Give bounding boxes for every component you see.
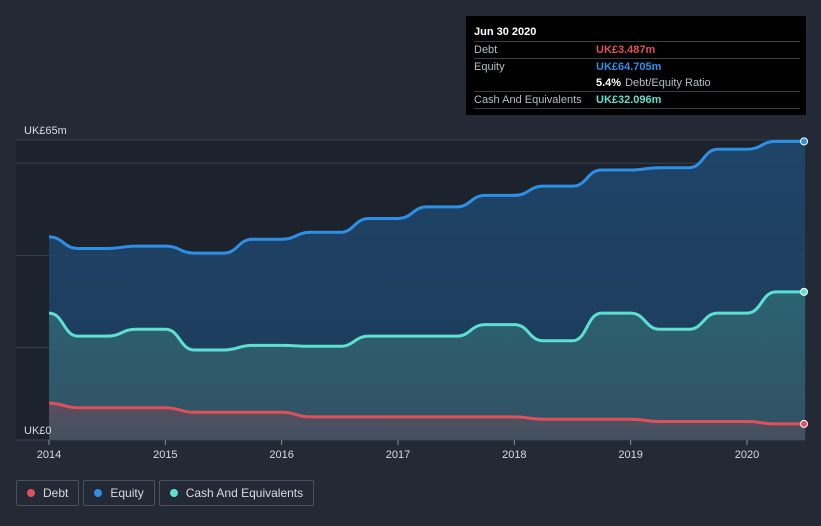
tooltip-ratio-row: 5.4% Debt/Equity Ratio bbox=[474, 75, 800, 91]
debt-dot-icon bbox=[27, 489, 35, 497]
legend-debt-label: Debt bbox=[43, 486, 69, 500]
x-tick-label: 2016 bbox=[269, 449, 293, 461]
cash-end-marker[interactable] bbox=[800, 287, 808, 296]
equity-line bbox=[48, 139, 806, 255]
x-tick-label: 2017 bbox=[386, 449, 410, 461]
tooltip-ratio-label: Debt/Equity Ratio bbox=[625, 77, 711, 89]
cash-area bbox=[49, 291, 806, 440]
x-axis-ticks: 2014 2015 2016 2017 2018 2019 2020 bbox=[37, 440, 759, 461]
tooltip-debt-label: Debt bbox=[474, 44, 498, 56]
tooltip-debt-row: Debt UK£3.487m bbox=[474, 41, 800, 58]
tooltip-ratio-value: 5.4% bbox=[596, 77, 622, 89]
tooltip-cash-row: Cash And Equivalents UK£32.096m bbox=[474, 91, 800, 108]
series-lines bbox=[48, 139, 806, 426]
tooltip-equity-value: UK£64.705m bbox=[596, 61, 662, 73]
x-tick-label: 2015 bbox=[153, 449, 177, 461]
legend-item-equity[interactable]: Equity bbox=[83, 480, 155, 506]
legend-equity-label: Equity bbox=[110, 486, 144, 500]
tooltip-cash-label: Cash And Equivalents bbox=[474, 94, 582, 106]
tooltip-equity-label: Equity bbox=[474, 61, 505, 73]
x-tick-label: 2020 bbox=[735, 449, 759, 461]
tooltip-equity-row: Equity UK£64.705m bbox=[474, 58, 800, 75]
x-tick-label: 2019 bbox=[618, 449, 642, 461]
equity-dot-icon bbox=[94, 489, 103, 497]
y-tick-label: UK£0 bbox=[24, 425, 52, 437]
legend-item-cash[interactable]: Cash And Equivalents bbox=[158, 480, 315, 506]
x-tick-label: 2014 bbox=[37, 449, 61, 461]
x-tick-label: 2018 bbox=[502, 449, 526, 461]
cash-dot-icon bbox=[169, 489, 178, 497]
debt-line bbox=[48, 401, 806, 426]
legend-cash-label: Cash And Equivalents bbox=[185, 486, 304, 500]
y-tick-label: UK£65m bbox=[24, 125, 67, 137]
cash-line bbox=[48, 290, 806, 352]
debt-end-marker[interactable] bbox=[800, 419, 808, 428]
legend-item-debt[interactable]: Debt bbox=[16, 480, 80, 506]
tooltip-debt-value: UK£3.487m bbox=[596, 44, 656, 56]
chart-legend: Debt Equity Cash And Equivalents bbox=[16, 480, 318, 506]
data-tooltip: Jun 30 2020 Debt UK£3.487m Equity UK£64.… bbox=[466, 16, 806, 115]
tooltip-cash-value: UK£32.096m bbox=[596, 94, 662, 106]
equity-end-marker[interactable] bbox=[800, 137, 808, 146]
y-axis-labels: UK£65m UK£0 bbox=[24, 125, 67, 437]
end-markers bbox=[800, 137, 808, 428]
tooltip-date: Jun 30 2020 bbox=[474, 26, 537, 38]
